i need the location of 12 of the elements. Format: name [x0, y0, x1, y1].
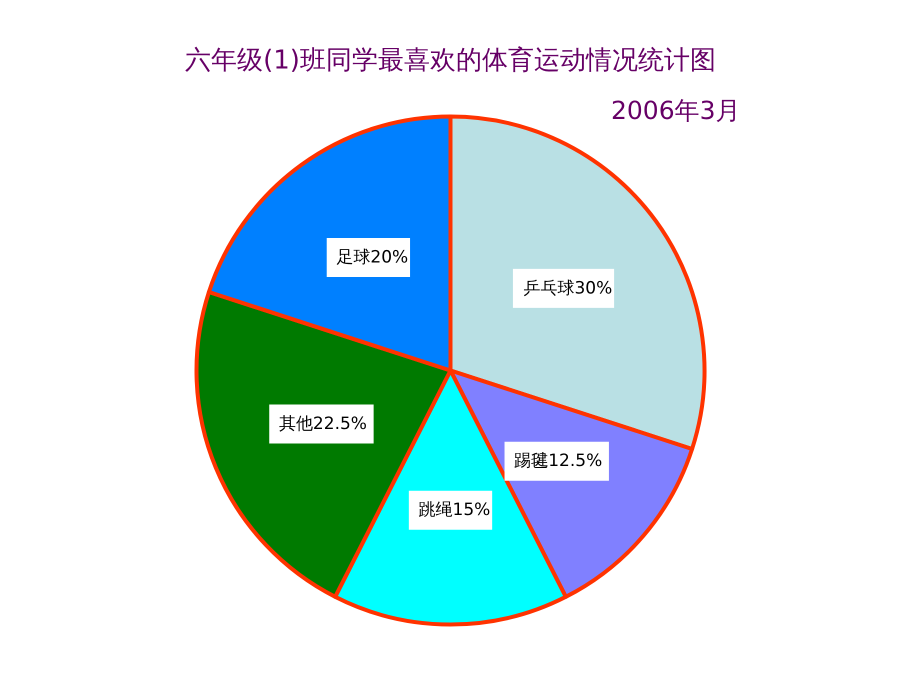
data-label: 12.5%: [548, 451, 602, 472]
chart-subtitle: 2006年3月: [610, 96, 740, 125]
data-label: 15%: [452, 500, 490, 520]
slice-label: 其他: [278, 414, 313, 434]
data-label: 20%: [370, 247, 408, 268]
chart-title: 六年级(1)班同学最喜欢的体育运动情况统计图: [185, 46, 716, 76]
slice-label: 足球: [336, 247, 370, 268]
data-label: 22.5%: [312, 414, 367, 434]
slice-label: 跳绳: [418, 500, 453, 520]
data-label: 30%: [574, 278, 612, 298]
slice-label: 踢毽: [514, 451, 548, 472]
slice-label: 乒乓球: [523, 278, 574, 298]
